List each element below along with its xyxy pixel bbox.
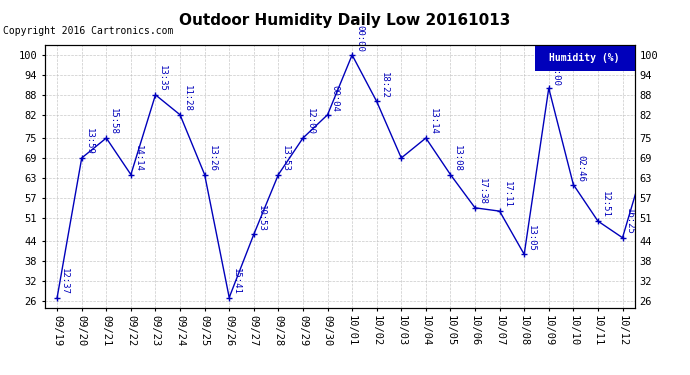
Text: 18:22: 18:22 — [380, 72, 388, 99]
Text: 00:00: 00:00 — [355, 26, 364, 52]
Text: 13:53: 13:53 — [281, 145, 290, 172]
Text: 00:04: 00:04 — [331, 85, 339, 112]
Text: 13:08: 13:08 — [453, 145, 462, 172]
Text: 17:11: 17:11 — [502, 182, 511, 209]
Text: Outdoor Humidity Daily Low 20161013: Outdoor Humidity Daily Low 20161013 — [179, 13, 511, 28]
Text: 10:53: 10:53 — [257, 205, 266, 232]
Text: 13:26: 13:26 — [208, 145, 217, 172]
Text: 14:14: 14:14 — [134, 145, 143, 172]
Text: 13:14: 13:14 — [428, 108, 437, 135]
Text: 12:00: 12:00 — [306, 108, 315, 135]
Text: 00:00: 00:00 — [551, 58, 560, 86]
Text: 02:46: 02:46 — [576, 155, 585, 182]
Text: 11:28: 11:28 — [183, 85, 192, 112]
Text: 13:05: 13:05 — [527, 225, 536, 252]
Text: 16:25: 16:25 — [625, 208, 634, 235]
Text: 15:58: 15:58 — [109, 108, 118, 135]
Text: 13:35: 13:35 — [158, 65, 167, 92]
Text: 17:38: 17:38 — [477, 178, 487, 205]
Text: 15:41: 15:41 — [232, 268, 241, 295]
Text: 13:59: 13:59 — [84, 128, 94, 155]
Text: Copyright 2016 Cartronics.com: Copyright 2016 Cartronics.com — [3, 26, 174, 36]
Text: 12:51: 12:51 — [601, 192, 610, 218]
Text: 00:00: 00:00 — [0, 374, 1, 375]
Text: 12:37: 12:37 — [60, 268, 69, 295]
